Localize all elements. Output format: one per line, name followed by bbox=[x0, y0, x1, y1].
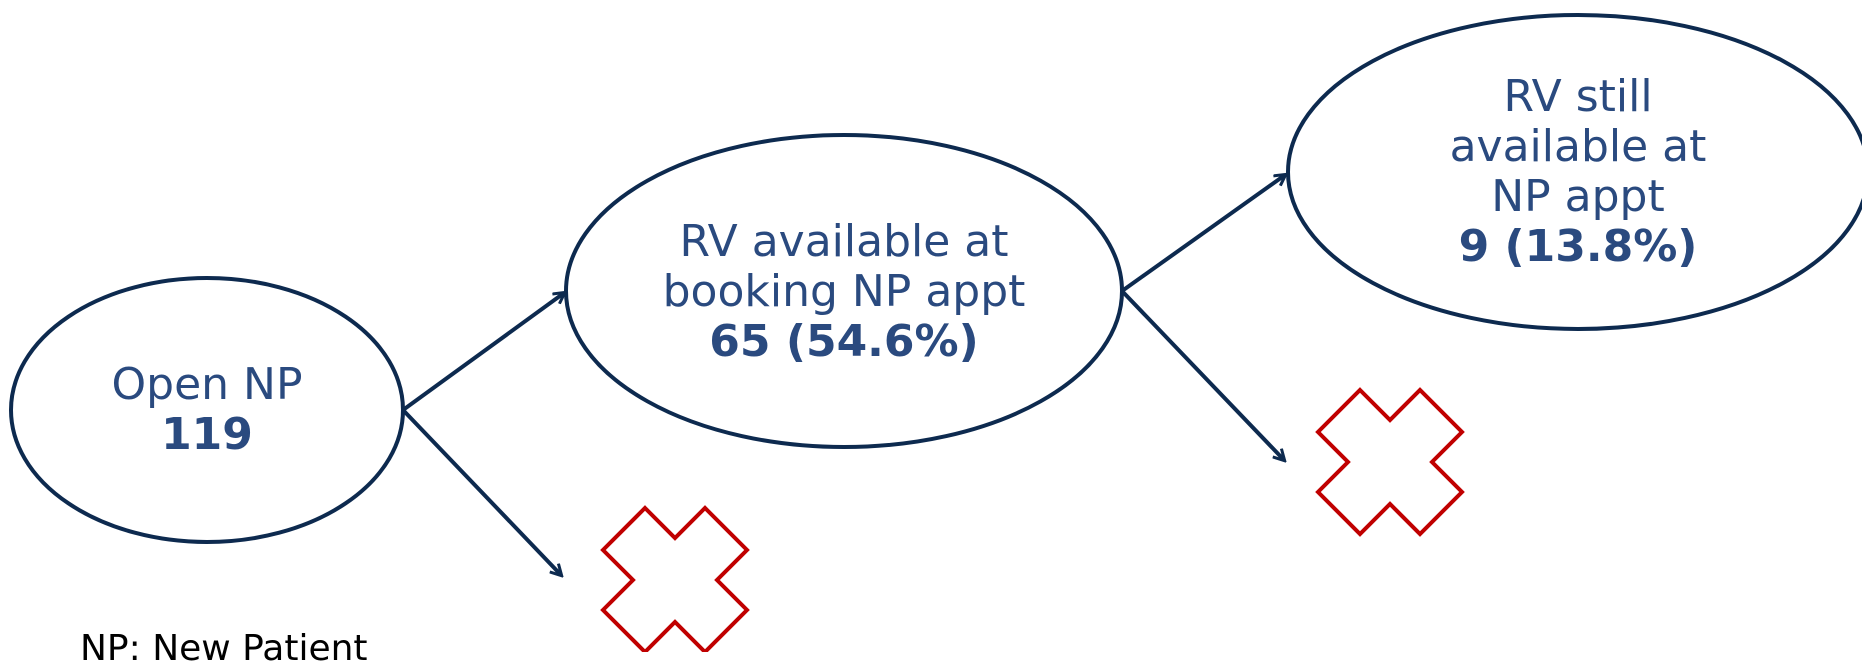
arrow-rv-available-to-rv-still bbox=[1120, 175, 1285, 293]
node-open-np-label: Open NP bbox=[111, 359, 303, 410]
footnote: NP: New Patient bbox=[80, 628, 368, 669]
node-rv-available-booking-label-line-2: booking NP appt bbox=[662, 266, 1026, 317]
red-cross-icon bbox=[1315, 387, 1465, 537]
node-rv-still-available-text: RV still available at NP appt 9 (13.8%) bbox=[1450, 72, 1707, 272]
node-open-np-value: 119 bbox=[161, 409, 253, 460]
node-rv-still-available-label-line-1: RV still bbox=[1503, 71, 1653, 122]
arrow-rv-available-to-cross bbox=[1120, 289, 1284, 460]
arrow-open-np-to-rv-available bbox=[401, 293, 564, 412]
flow-diagram bbox=[9, 13, 1862, 652]
node-rv-still-available-value: 9 (13.8%) bbox=[1458, 221, 1698, 272]
node-rv-available-booking-value: 65 (54.6%) bbox=[709, 316, 979, 367]
node-rv-still-available-ellipse bbox=[1286, 13, 1862, 331]
node-open-np-text: Open NP 119 bbox=[112, 360, 303, 460]
node-rv-still-available-label-line-2: available at bbox=[1449, 121, 1707, 172]
node-rv-still-available-label-line-3: NP appt bbox=[1491, 171, 1665, 222]
node-rv-available-booking-text: RV available at booking NP appt 65 (54.6… bbox=[663, 217, 1026, 367]
arrow-open-np-to-cross bbox=[401, 408, 561, 575]
red-cross-icon bbox=[600, 505, 750, 652]
node-rv-available-booking-label-line-1: RV available at bbox=[679, 216, 1009, 267]
